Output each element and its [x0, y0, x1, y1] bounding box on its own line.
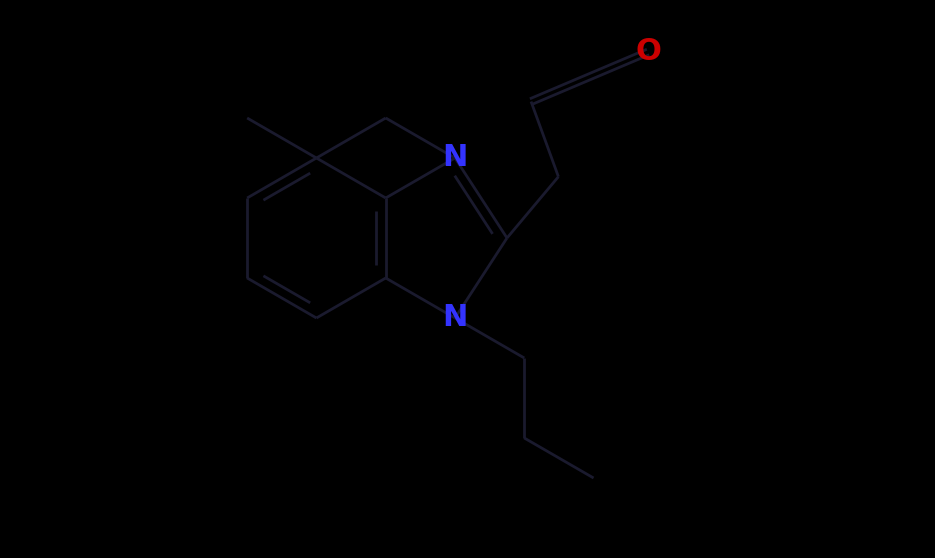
- Text: O: O: [635, 37, 661, 66]
- Text: N: N: [442, 304, 468, 333]
- Text: N: N: [442, 143, 468, 172]
